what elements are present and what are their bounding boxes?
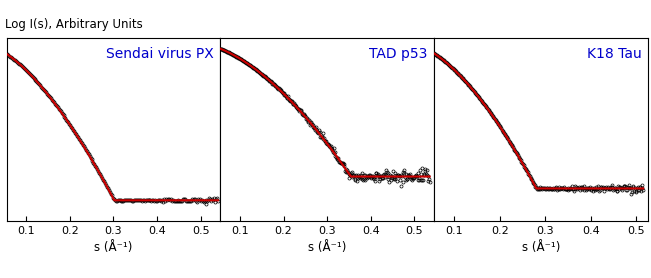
Text: K18 Tau: K18 Tau <box>587 47 641 61</box>
Text: TAD p53: TAD p53 <box>369 47 428 61</box>
Text: Log I(s), Arbitrary Units: Log I(s), Arbitrary Units <box>5 18 143 31</box>
Text: Sendai virus PX: Sendai virus PX <box>106 47 214 61</box>
X-axis label: s (Å⁻¹): s (Å⁻¹) <box>308 241 346 254</box>
X-axis label: s (Å⁻¹): s (Å⁻¹) <box>521 241 560 254</box>
X-axis label: s (Å⁻¹): s (Å⁻¹) <box>94 241 133 254</box>
